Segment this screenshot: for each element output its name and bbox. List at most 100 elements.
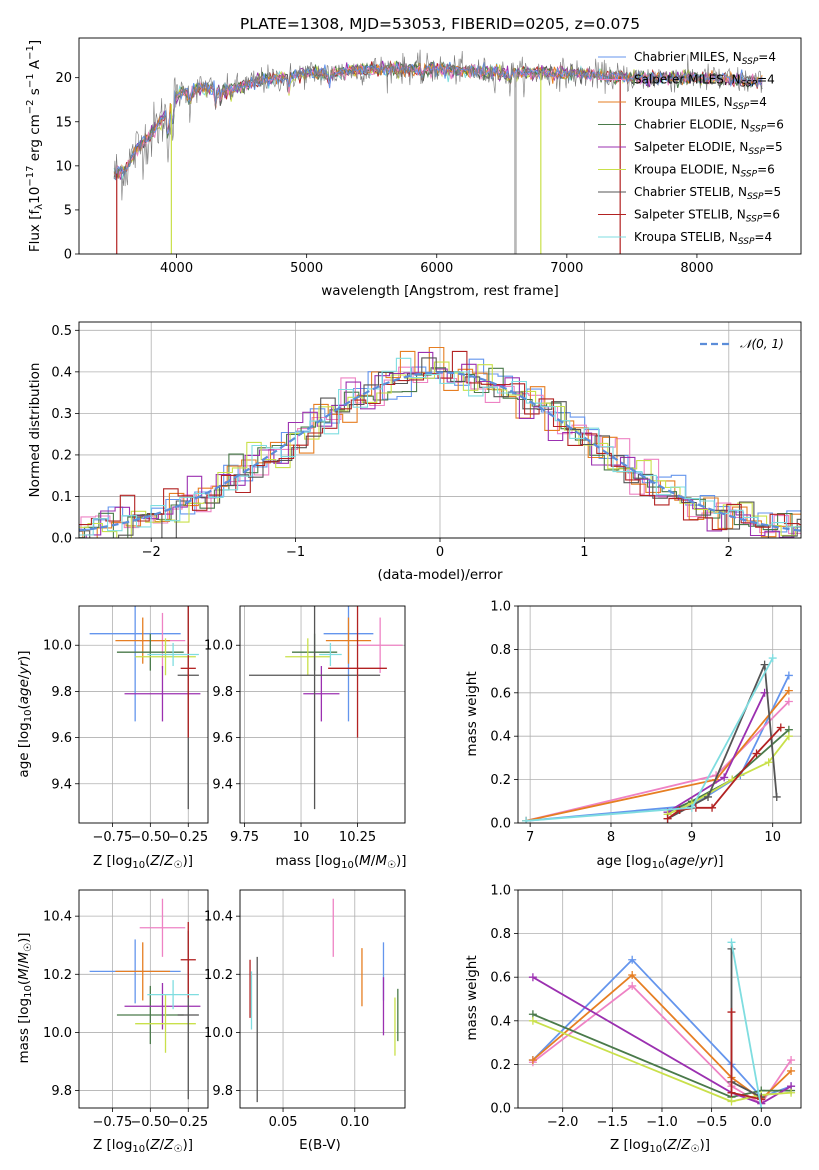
y-tick-label: 1.0 [490,884,511,899]
x-tick-label: 10 [764,830,781,845]
mass-vs-Z-axes: −0.75−0.50−0.25 9.8 10.0 10.2 10.4 [43,890,208,1130]
weight-point [727,1008,736,1017]
y-tick-label: 9.6 [51,731,72,746]
histogram-chabrier-stelib [79,357,801,538]
x-tick-label: −1 [286,545,305,560]
errorbar-kroupa-miles [325,617,372,664]
y-tick-label: 10.4 [204,910,233,925]
weight-point [687,803,696,812]
weight-vs-Z-frame [517,889,802,1109]
x-tick-label: −1.0 [646,1115,678,1130]
x-tick-label: 1 [580,545,588,560]
y-tick-label: 9.8 [51,1084,72,1099]
errorbar-salpeter-miles [357,617,403,673]
y-tick-label: 20 [55,71,72,86]
x-tick-label: −0.50 [130,1115,170,1130]
mass-vs-Z-frame [78,889,209,1109]
y-tick-label: 0.4 [490,730,511,745]
errorbar-kroupa-elodie [285,638,331,676]
weight-point [628,971,637,980]
mass-vs-Z-ylabel: mass [log10(M/M☉)] [16,932,34,1063]
errorbar-salpeter-stelib [180,606,196,738]
weight-line [730,942,763,1108]
weight-point [784,697,793,706]
age-vs-mass-xlabel: mass [log10(M/M☉)] [275,853,406,871]
y-tick-label: 0.4 [490,1014,511,1029]
y-tick-label: 0.6 [490,686,511,701]
weight-point [772,792,781,801]
weight-point [757,1095,766,1104]
weight-point [784,732,793,741]
weight-series-kroupa-stelib [727,938,766,1108]
weight-point [704,792,713,801]
histogram-salpeter-elodie [79,351,801,538]
y-tick-label: 0.6 [490,971,511,986]
weight-point [787,1088,796,1097]
normal-curve [78,371,802,532]
weight-line [532,1013,792,1099]
histogram-salpeter-stelib [79,350,801,531]
weight-point [727,1088,736,1097]
x-tick-label: −0.75 [92,1115,132,1130]
y-tick-label: 0.8 [490,927,511,942]
x-tick-label: −0.25 [168,830,208,845]
spectrum-ylabel: Flux [fλ10−17 erg cm−2 s−1 A−1] [25,40,45,252]
legend-label: Kroupa ELODIE, NSSP=6 [634,163,775,180]
weight-vs-age-ylabel: mass weight [464,671,480,756]
weight-point [784,671,793,680]
histogram-kroupa-elodie [79,361,801,538]
legend-label: Salpeter MILES, NSSP=4 [634,73,775,90]
y-tick-label: 10.2 [204,968,233,983]
weight-point [764,758,773,767]
x-tick-label: −2.0 [547,1115,579,1130]
weight-point [776,723,785,732]
figure-title: PLATE=1308, MJD=53053, FIBERID=0205, z=0… [240,15,640,33]
spectrum-xlabel: wavelength [Angstrom, rest frame] [321,283,559,299]
weight-vs-Z-ylabel: mass weight [464,955,480,1040]
y-tick-label: 0.4 [51,365,72,380]
x-tick-label: 10 [293,830,310,845]
y-tick-label: 0.2 [490,1058,511,1073]
y-tick-label: 15 [55,115,72,130]
weight-point [784,686,793,695]
y-tick-label: 0.0 [490,1102,511,1117]
weight-vs-age-xlabel: age [log10(age/yr)] [596,853,723,871]
panel-weight-vs-age: age [log10(age/yr)] mass weight [464,671,724,871]
weight-point [720,773,729,782]
y-tick-label: 10 [55,159,72,174]
spectrum-axes: 4000 5000 6000 7000 8000 0 5 10 15 20 [55,71,713,276]
age-vs-mass-axes: 9.75 10 10.25 9.4 9.6 9.8 10.0 [204,606,405,845]
weight-point [708,803,717,812]
y-tick-label: 10.0 [43,639,72,654]
errorbar-chabrier-elodie [116,985,184,1045]
panel-age-vs-mass: mass [log10(M/M☉)] [275,853,406,871]
x-tick-label: 0 [436,545,444,560]
weight-point [752,749,761,758]
weight-point [727,938,736,947]
x-tick-label: 0.05 [269,1115,298,1130]
y-tick-label: 5 [64,203,72,218]
weight-point [522,816,531,823]
panel-mass-vs-Z: Z [log10(Z/Z☉)] mass [log10(M/M☉)] [16,932,193,1155]
x-tick-label: −0.75 [92,830,132,845]
x-tick-label: 10.25 [339,830,376,845]
x-tick-label: −0.5 [696,1115,728,1130]
x-tick-label: 4000 [160,261,193,276]
panel-residuals: (data-model)/error Normed distribution [27,363,503,583]
y-tick-label: 10.2 [43,968,72,983]
legend-label: Chabrier STELIB, NSSP=5 [634,185,781,202]
weight-point [768,654,777,663]
errorbar-chabrier-stelib [249,606,381,810]
weight-point [628,955,637,964]
y-tick-label: 0.1 [51,490,72,505]
x-tick-label: 8 [607,830,615,845]
x-tick-label: 9 [688,830,696,845]
weight-point [757,1104,766,1108]
weight-point [628,981,637,990]
errorbar-kroupa-stelib [319,642,342,667]
errorbar-kroupa-elodie [135,638,196,676]
mass-vs-EBV-axes: 0.05 0.10 9.8 10.0 10.2 10.4 [204,890,405,1130]
weight-line [532,1019,792,1103]
x-tick-label: 5000 [290,261,323,276]
y-tick-label: 9.8 [212,1084,233,1099]
